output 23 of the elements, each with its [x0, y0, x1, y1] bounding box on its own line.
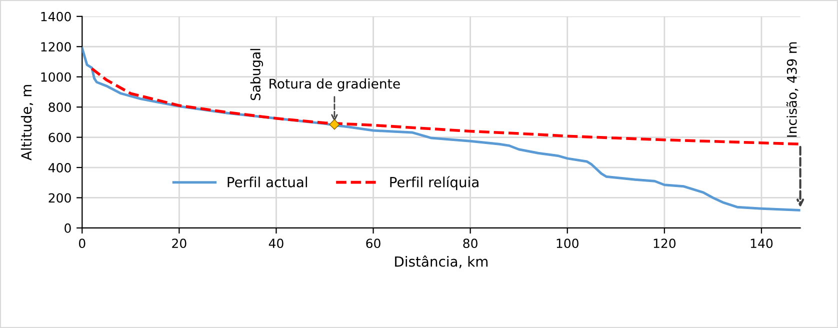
y-tick-label: 1000 — [41, 72, 71, 82]
annotation: Rotura de gradiente — [270, 78, 400, 92]
x-tick-label: 0 — [78, 238, 86, 248]
x-tick-label: 20 — [172, 238, 186, 248]
x-tick-label: 80 — [463, 238, 478, 248]
x-tick-label: 140 — [750, 238, 773, 248]
y-tick-label: 800 — [48, 102, 71, 112]
x-tick-label: 60 — [366, 238, 380, 248]
legend-label: Perfil relíquia — [390, 176, 478, 190]
y-tick-label: 0 — [64, 223, 71, 233]
annotation: Sabugal — [250, 48, 264, 100]
x-tick-label: 40 — [268, 238, 284, 248]
x-tick-label: 100 — [556, 238, 578, 248]
y-tick-label: 1400 — [41, 12, 71, 22]
annotation: Incisão, 439 m — [786, 42, 798, 137]
y-tick-label: 200 — [48, 193, 71, 203]
legend-label: Perfil actual — [228, 176, 308, 188]
y-tick-label: 400 — [48, 162, 71, 172]
y-axis-title: Altitude, m — [20, 85, 34, 160]
y-tick-label: 600 — [48, 132, 71, 142]
y-tick-label: 1200 — [41, 42, 71, 52]
x-tick-label: 120 — [654, 238, 676, 248]
x-axis-title: Distância, km — [395, 255, 488, 268]
